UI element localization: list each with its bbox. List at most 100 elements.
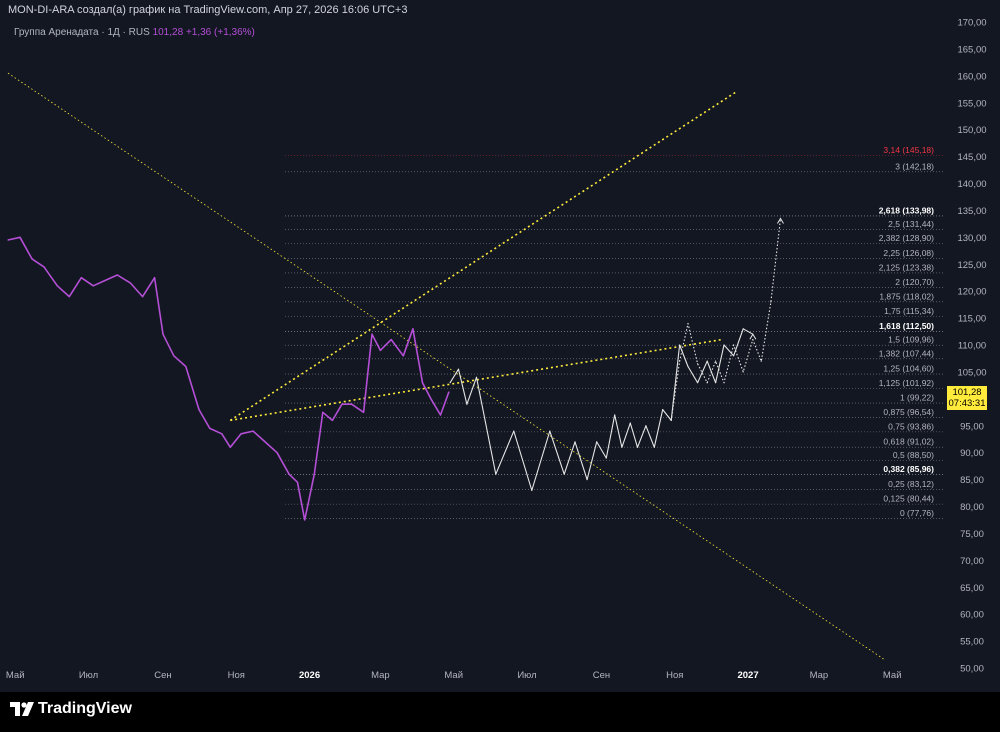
price-point	[296, 481, 299, 483]
tradingview-logo[interactable]: TradingView	[10, 700, 132, 718]
fib-level-label: 0,875 (96,54)	[883, 407, 934, 417]
tradingview-logo-icon	[10, 702, 34, 716]
projection-point	[621, 446, 623, 448]
fib-level-label: 2,382 (128,90)	[879, 233, 934, 243]
price-point	[129, 282, 132, 284]
projection-point	[466, 403, 468, 405]
fib-level-label: 1,125 (101,92)	[879, 378, 934, 388]
projection-point	[715, 382, 717, 384]
y-axis-tick-label: 50,00	[960, 664, 984, 675]
fib-level-label: 0,75 (93,86)	[888, 421, 934, 431]
projection-point	[706, 382, 708, 384]
projection-point	[605, 457, 607, 459]
fib-level-label: 3 (142,18)	[895, 161, 934, 171]
projection-point	[653, 446, 655, 448]
projection-point	[670, 419, 672, 421]
fib-level-label: 2,125 (123,38)	[879, 262, 934, 272]
projection-point	[662, 409, 664, 411]
price-point	[141, 295, 144, 298]
fib-level-label: 0,125 (80,44)	[883, 494, 934, 504]
y-axis-tick-label: 140,00	[957, 179, 986, 190]
fib-level-label: 2 (120,70)	[895, 277, 934, 287]
price-point	[56, 285, 58, 287]
y-axis-tick-label: 90,00	[960, 448, 984, 459]
x-axis-tick-label: Сен	[593, 670, 610, 681]
projection-point	[687, 322, 689, 325]
price-point	[379, 349, 382, 351]
price-point	[173, 355, 175, 357]
y-axis-tick-label: 80,00	[960, 502, 984, 513]
y-axis-tick-label: 160,00	[957, 71, 986, 82]
y-axis-tick-label: 130,00	[957, 233, 986, 244]
price-point	[92, 285, 94, 287]
projection-point	[760, 360, 762, 362]
y-axis-tick-label: 60,00	[960, 610, 984, 621]
bar-countdown: 07:43:31	[948, 398, 986, 409]
projection-point	[742, 371, 744, 373]
price-point	[276, 452, 278, 454]
symbol-label[interactable]: Группа Аренадата · 1Д · RUS	[14, 27, 150, 38]
projection-point	[449, 382, 451, 384]
projection-point	[678, 344, 681, 346]
price-point	[421, 382, 424, 384]
y-axis-tick-label: 65,00	[960, 583, 984, 594]
fib-level-label: 3,14 (145,18)	[883, 145, 934, 155]
y-axis-tick-label: 145,00	[957, 152, 986, 163]
fib-level-label: 1,25 (104,60)	[883, 364, 934, 374]
projection-point	[531, 489, 533, 491]
fib-level-label: 1,618 (112,50)	[879, 321, 934, 331]
fib-level-label: 0,618 (91,02)	[883, 437, 934, 447]
y-axis-tick-label: 70,00	[960, 556, 984, 567]
y-axis-tick-label: 125,00	[957, 260, 986, 271]
projection-point	[687, 365, 689, 368]
projection-point	[614, 414, 616, 416]
projection-point	[696, 363, 699, 365]
y-axis-tick-label: 170,00	[957, 18, 986, 29]
price-point	[304, 519, 306, 521]
price-point	[7, 239, 9, 241]
price-point	[116, 274, 118, 276]
price-point	[185, 365, 187, 368]
projection-point	[733, 344, 735, 346]
fib-level-label: 1,875 (118,02)	[879, 291, 934, 301]
price-axis-background	[946, 0, 1000, 692]
chart-attribution: MON-DI-ARA создал(а) график на TradingVi…	[8, 4, 408, 16]
projection-point	[495, 473, 497, 475]
current-price-tag: 101,28 07:43:31	[947, 386, 987, 410]
price-point	[313, 473, 315, 475]
price-change: +1,36 (+1,36%)	[185, 27, 255, 38]
y-axis-tick-label: 85,00	[960, 475, 984, 486]
price-point	[104, 279, 106, 281]
price-point	[153, 277, 156, 279]
price-point	[341, 403, 343, 405]
projection-point	[629, 422, 631, 424]
symbol-legend: Группа Аренадата · 1Д · RUS 101,28 +1,36…	[14, 27, 255, 38]
x-axis-tick-label: Июл	[517, 670, 536, 681]
price-point	[252, 430, 254, 432]
projection-point	[733, 355, 735, 357]
x-axis-tick-label: Сен	[154, 670, 171, 681]
price-point	[68, 295, 70, 298]
y-axis-tick-label: 75,00	[960, 529, 984, 540]
x-axis-tick-label: Ноя	[228, 670, 245, 681]
price-point	[322, 411, 324, 413]
projection-point	[723, 382, 725, 384]
x-axis-tick-label: 2027	[737, 670, 758, 681]
fib-level-label: 0 (77,76)	[900, 508, 934, 518]
fib-level-label: 0,25 (83,12)	[888, 479, 934, 489]
projection-point	[574, 441, 576, 443]
price-chart[interactable]: 0 (77,76) 0,125 (80,44) 0,25 (83,12) 0,382 …	[0, 0, 1000, 692]
price-point	[31, 258, 33, 260]
price-point	[331, 419, 333, 421]
projection-point	[596, 441, 598, 443]
tradingview-logo-text: TradingView	[38, 700, 132, 717]
price-point	[209, 427, 211, 430]
price-point	[412, 328, 414, 330]
price-point	[288, 473, 290, 475]
projection-point	[586, 478, 588, 481]
y-axis-tick-label: 165,00	[957, 44, 986, 55]
projection-point	[715, 360, 717, 362]
price-point	[221, 433, 223, 435]
projection-point	[636, 446, 639, 448]
